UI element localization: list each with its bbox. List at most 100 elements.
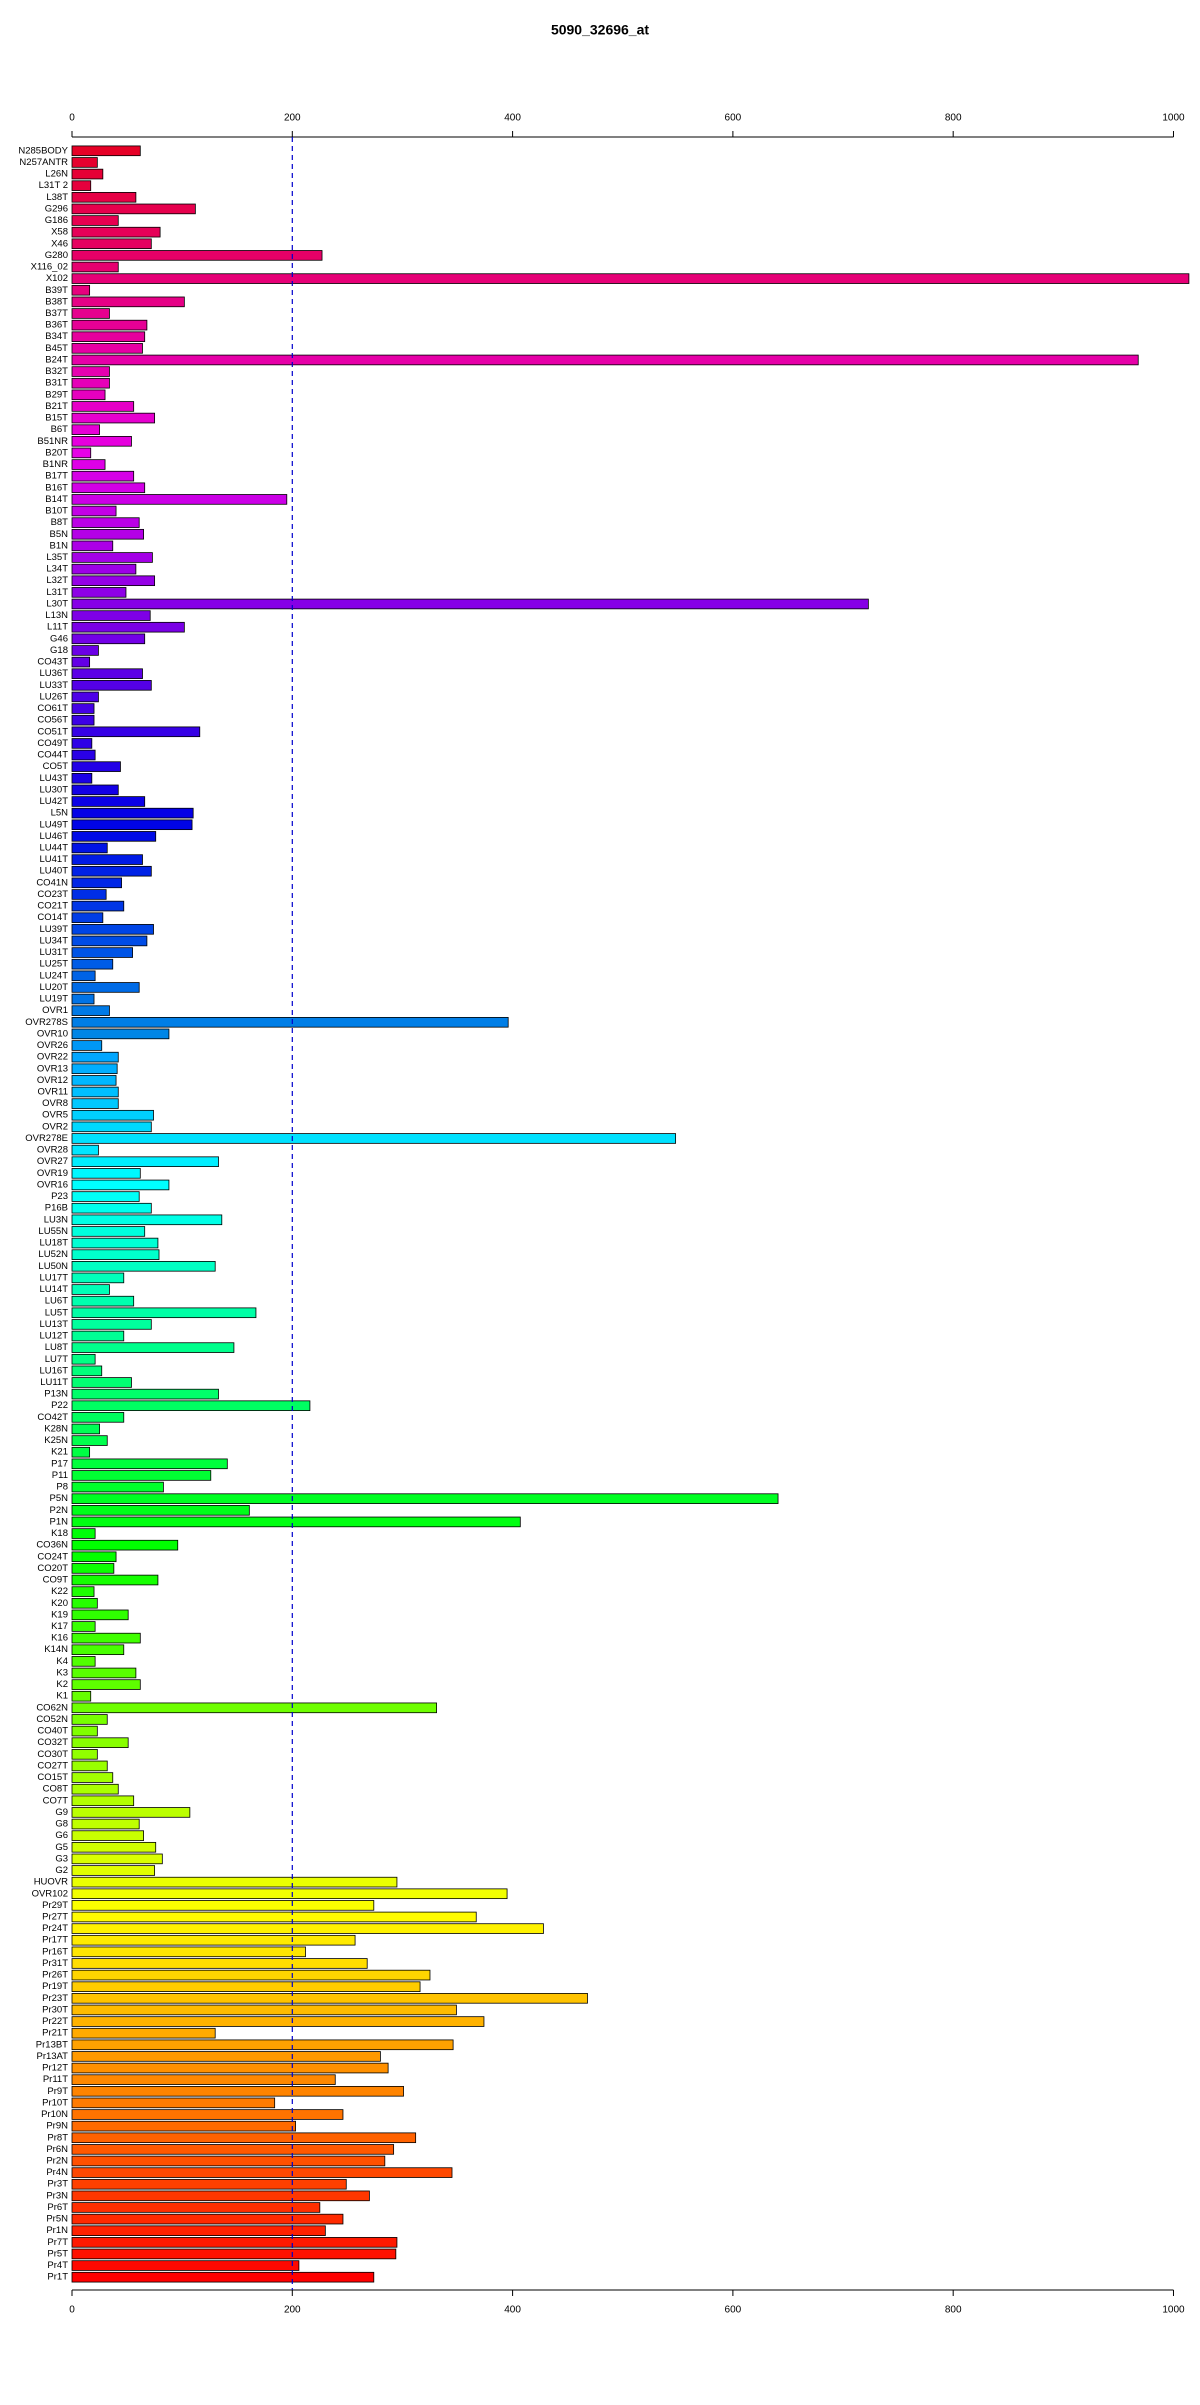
bar	[71, 389, 106, 401]
category-label: N285BODY	[18, 145, 68, 156]
category-label: CO5T	[43, 761, 69, 772]
category-label: P1N	[50, 1516, 69, 1527]
bar	[71, 145, 141, 157]
bar	[71, 982, 140, 993]
category-label: B45T	[45, 343, 68, 354]
bar	[71, 831, 157, 842]
top-tick-label: 1000	[1162, 113, 1185, 124]
bar	[71, 319, 148, 331]
bar	[71, 412, 156, 424]
bar	[71, 1911, 477, 1923]
bar	[71, 366, 110, 377]
bar	[71, 447, 92, 459]
bar	[71, 1783, 119, 1795]
category-label: LU26T	[39, 691, 68, 702]
category-label: LU12T	[39, 1331, 68, 1342]
bar	[71, 1969, 431, 1981]
bar	[71, 2144, 395, 2155]
category-label: Pr23T	[42, 1993, 68, 2004]
bar	[71, 1841, 157, 1853]
bar	[71, 621, 185, 633]
category-label: CO9T	[43, 1575, 69, 1586]
category-label: HUOVR	[34, 1877, 68, 1888]
category-label: B20T	[45, 447, 68, 458]
category-label: Pr3N	[46, 2190, 68, 2201]
bar	[71, 1005, 110, 1016]
bar	[71, 1040, 103, 1051]
bar	[71, 1458, 228, 1470]
category-label: CO51T	[37, 726, 68, 737]
category-label: CO15T	[37, 1772, 68, 1783]
bar	[71, 1563, 115, 1574]
category-label: LU11T	[40, 1377, 68, 1388]
category-label: L26N	[45, 169, 68, 180]
bar	[71, 1307, 257, 1319]
category-label: LU31T	[39, 947, 68, 958]
top-tick-label: 600	[725, 113, 742, 124]
bar	[71, 540, 114, 552]
bar	[71, 726, 201, 738]
category-label: OVR102	[32, 1888, 68, 1899]
category-label: G9	[55, 1807, 68, 1818]
category-label: P17	[51, 1458, 68, 1469]
bar	[71, 2097, 276, 2109]
category-label: LU46T	[39, 831, 68, 842]
category-label: P11	[52, 1470, 68, 1481]
bar	[71, 1981, 421, 1992]
bar	[71, 598, 869, 610]
bar	[71, 935, 148, 947]
bar	[71, 1679, 141, 1690]
category-label: LU16T	[39, 1365, 68, 1376]
category-label: OVR12	[37, 1075, 68, 1086]
category-label: Pr5T	[47, 2248, 68, 2259]
category-label: K14N	[44, 1644, 68, 1655]
bar	[71, 2167, 453, 2178]
bar	[71, 1865, 156, 1876]
bar	[71, 691, 99, 703]
category-label: Pr3T	[47, 2179, 68, 2190]
category-label: X58	[51, 227, 68, 238]
bar	[71, 401, 135, 412]
bar	[71, 180, 92, 191]
bar	[71, 494, 288, 505]
category-label: CO20T	[37, 1563, 68, 1574]
category-label: Pr26T	[42, 1970, 68, 1981]
bar	[71, 1574, 159, 1586]
bar	[71, 2120, 297, 2132]
category-label: L35T	[46, 552, 68, 563]
bar	[71, 1737, 129, 1748]
category-label: K17	[51, 1621, 68, 1632]
bar	[71, 1284, 110, 1295]
bar	[71, 2260, 300, 2271]
top-tick-label: 200	[284, 113, 301, 124]
category-label: CO49T	[37, 738, 68, 749]
category-label: B24T	[45, 354, 68, 365]
category-label: Pr6N	[46, 2144, 68, 2155]
bar	[71, 1121, 152, 1133]
bar	[71, 680, 152, 691]
bar	[71, 1191, 140, 1202]
bar	[71, 1377, 132, 1388]
category-label: OVR2	[42, 1121, 68, 1132]
category-label: L31T 2	[39, 180, 68, 191]
category-label: OVR11	[38, 1087, 68, 1098]
bar	[71, 2016, 485, 2027]
category-label: G6	[55, 1830, 68, 1841]
category-label: B31T	[45, 378, 68, 389]
top-tick-label: 400	[504, 113, 521, 124]
category-label: LU43T	[39, 773, 68, 784]
category-label: OVR13	[37, 1063, 68, 1074]
bar	[71, 482, 146, 494]
bar	[71, 528, 144, 540]
category-label: LU5T	[45, 1307, 68, 1318]
category-label: Pr1T	[47, 2272, 68, 2283]
category-label: LU30T	[39, 784, 68, 795]
category-label: L13N	[45, 610, 68, 621]
category-label: P13N	[44, 1389, 68, 1400]
category-label: LU19T	[39, 994, 68, 1005]
category-label: CO14T	[37, 912, 68, 923]
category-label: CO8T	[43, 1784, 69, 1795]
category-label: Pr31T	[42, 1958, 68, 1969]
bar	[71, 1934, 356, 1946]
bar	[71, 1621, 96, 1632]
